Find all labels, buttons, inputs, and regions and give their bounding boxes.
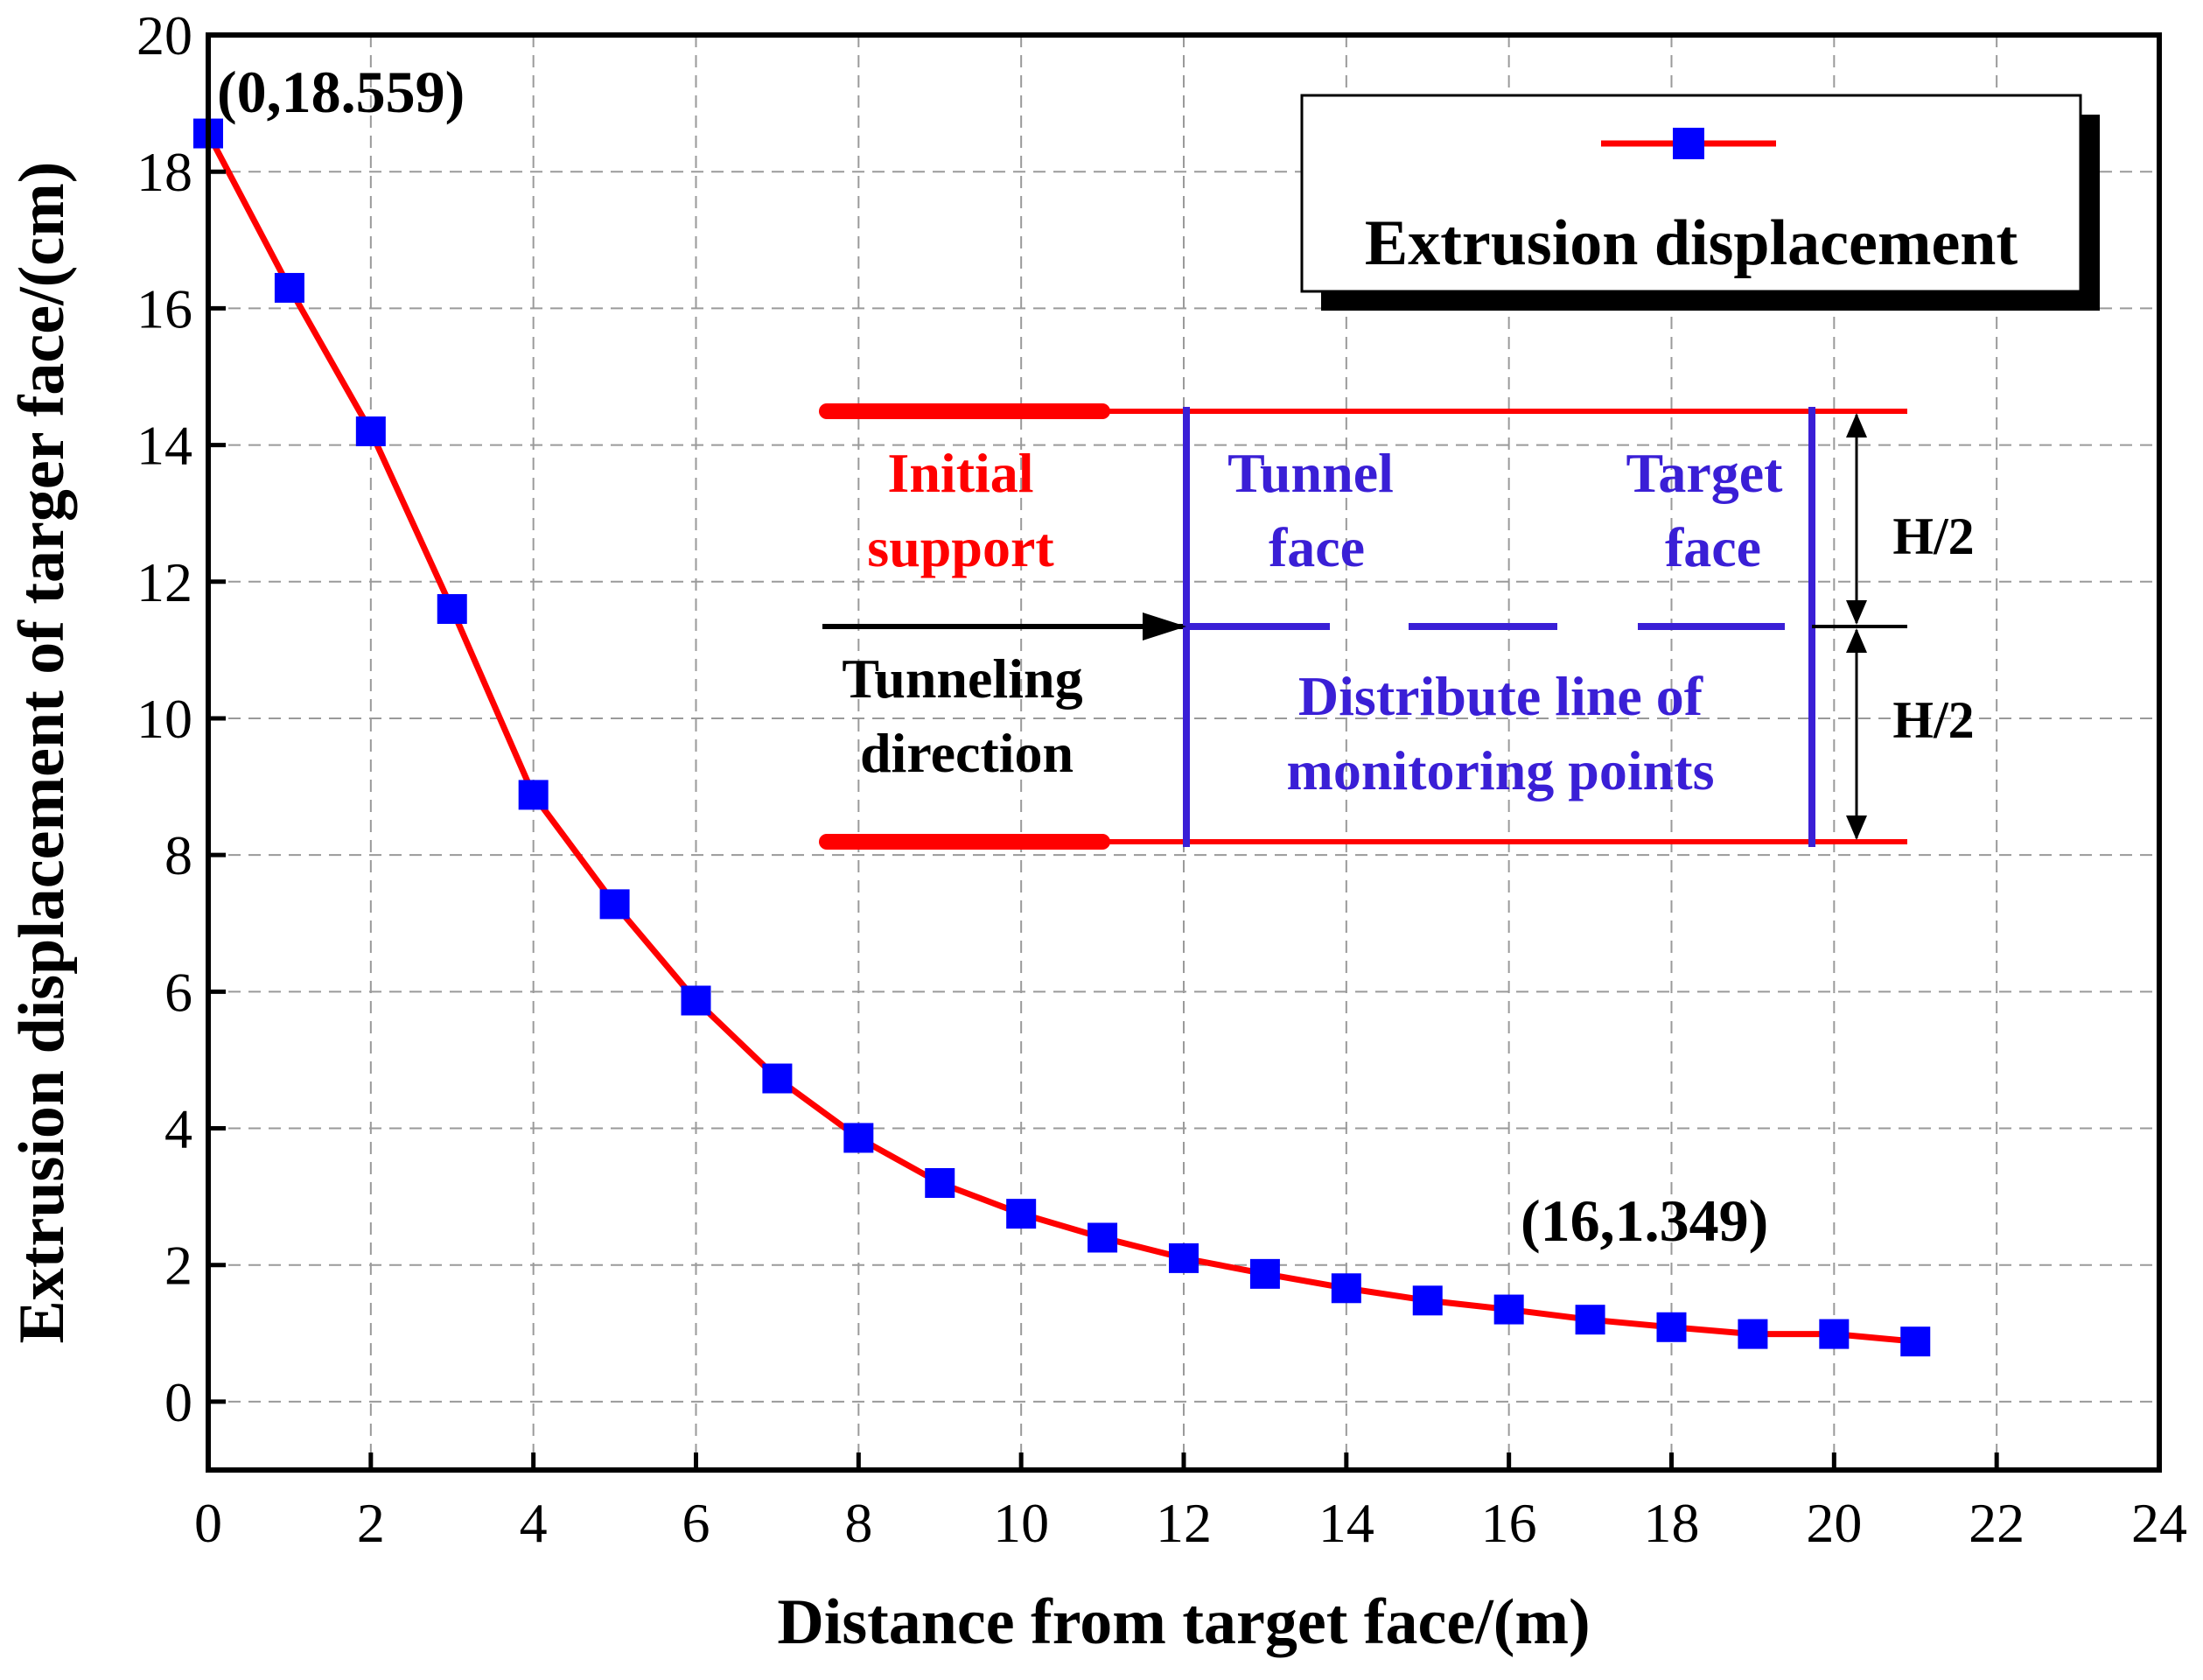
data-point bbox=[1331, 1273, 1361, 1304]
x-tick-label: 10 bbox=[993, 1492, 1049, 1554]
legend-marker-sample bbox=[1673, 128, 1704, 159]
y-axis-title: Extrusion displacement of targer face/(c… bbox=[6, 162, 78, 1344]
x-tick-label: 2 bbox=[357, 1492, 385, 1554]
data-point bbox=[1656, 1312, 1687, 1342]
x-tick-label: 0 bbox=[194, 1492, 222, 1554]
y-tick-label: 16 bbox=[136, 277, 192, 340]
h-lower-label: H/2 bbox=[1892, 691, 1974, 749]
tunnel-face-label-2: face bbox=[1269, 516, 1365, 578]
y-tick-label: 4 bbox=[164, 1098, 192, 1160]
x-tick-label: 22 bbox=[1969, 1492, 2025, 1554]
y-tick-label: 18 bbox=[136, 141, 192, 203]
target-face-label-1: Target bbox=[1626, 442, 1784, 504]
target-face-label-2: face bbox=[1665, 516, 1761, 578]
tunnel-face-label-1: Tunnel bbox=[1227, 442, 1394, 504]
initial-support-label-2: support bbox=[867, 516, 1054, 578]
data-point bbox=[1900, 1326, 1931, 1357]
distribute-line-label-2: monitoring points bbox=[1287, 739, 1715, 802]
annotation-16m: (16,1.349) bbox=[1521, 1187, 1768, 1254]
initial-support-label-1: Initial bbox=[887, 442, 1033, 504]
y-tick-label: 2 bbox=[164, 1235, 192, 1297]
data-point bbox=[518, 780, 549, 810]
data-point bbox=[1006, 1199, 1037, 1229]
x-tick-label: 14 bbox=[1318, 1492, 1374, 1554]
data-point bbox=[1819, 1319, 1850, 1349]
y-tick-label: 14 bbox=[136, 415, 192, 477]
h-lower-arrow-bottom bbox=[1846, 816, 1867, 840]
x-tick-label: 18 bbox=[1644, 1492, 1700, 1554]
tunneling-direction-label-2: direction bbox=[860, 722, 1074, 784]
y-tick-label: 8 bbox=[164, 824, 192, 886]
legend-label: Extrusion displacement bbox=[1365, 207, 2018, 279]
tunneling-arrow-head bbox=[1143, 612, 1186, 640]
data-point bbox=[1738, 1319, 1768, 1349]
annotation-start: (0,18.559) bbox=[217, 59, 465, 125]
data-point bbox=[843, 1123, 874, 1153]
h-upper-label: H/2 bbox=[1892, 508, 1974, 565]
h-upper-arrow-top bbox=[1846, 413, 1867, 438]
y-tick-label: 0 bbox=[164, 1371, 192, 1433]
x-tick-label: 20 bbox=[1806, 1492, 1862, 1554]
x-tick-label: 4 bbox=[520, 1492, 548, 1554]
legend: Extrusion displacement bbox=[1300, 94, 2100, 311]
x-axis-title: Distance from target face/(m) bbox=[777, 1586, 1590, 1658]
y-tick-label: 12 bbox=[136, 551, 192, 613]
h-upper-arrow-bottom bbox=[1846, 600, 1867, 625]
data-point bbox=[1249, 1258, 1280, 1289]
h-lower-arrow-top bbox=[1846, 628, 1867, 653]
data-point bbox=[1493, 1294, 1524, 1325]
x-tick-label: 24 bbox=[2131, 1492, 2187, 1554]
grid-layer bbox=[208, 35, 2159, 1470]
data-point bbox=[1088, 1222, 1118, 1253]
x-tick-label: 6 bbox=[682, 1492, 710, 1554]
data-point bbox=[1575, 1305, 1605, 1335]
y-tick-label: 10 bbox=[136, 688, 192, 750]
x-tick-label: 16 bbox=[1481, 1492, 1537, 1554]
x-tick-label: 8 bbox=[844, 1492, 872, 1554]
data-point bbox=[1412, 1285, 1443, 1316]
data-point bbox=[681, 985, 711, 1016]
series-line bbox=[205, 131, 1916, 1345]
data-point bbox=[762, 1063, 793, 1094]
y-tick-label: 20 bbox=[136, 4, 192, 66]
data-point bbox=[925, 1168, 955, 1198]
distribute-line-label-1: Distribute line of bbox=[1298, 665, 1703, 727]
data-point bbox=[437, 594, 467, 624]
inset-diagram: Initial support Tunnel face Target face … bbox=[819, 403, 1975, 850]
data-point bbox=[1169, 1242, 1199, 1273]
x-tick-label: 12 bbox=[1156, 1492, 1212, 1554]
y-tick-label: 6 bbox=[164, 961, 192, 1023]
data-point bbox=[355, 416, 386, 446]
data-point bbox=[274, 272, 304, 303]
data-point bbox=[599, 889, 630, 920]
tunneling-direction-label-1: Tunneling bbox=[842, 648, 1082, 710]
